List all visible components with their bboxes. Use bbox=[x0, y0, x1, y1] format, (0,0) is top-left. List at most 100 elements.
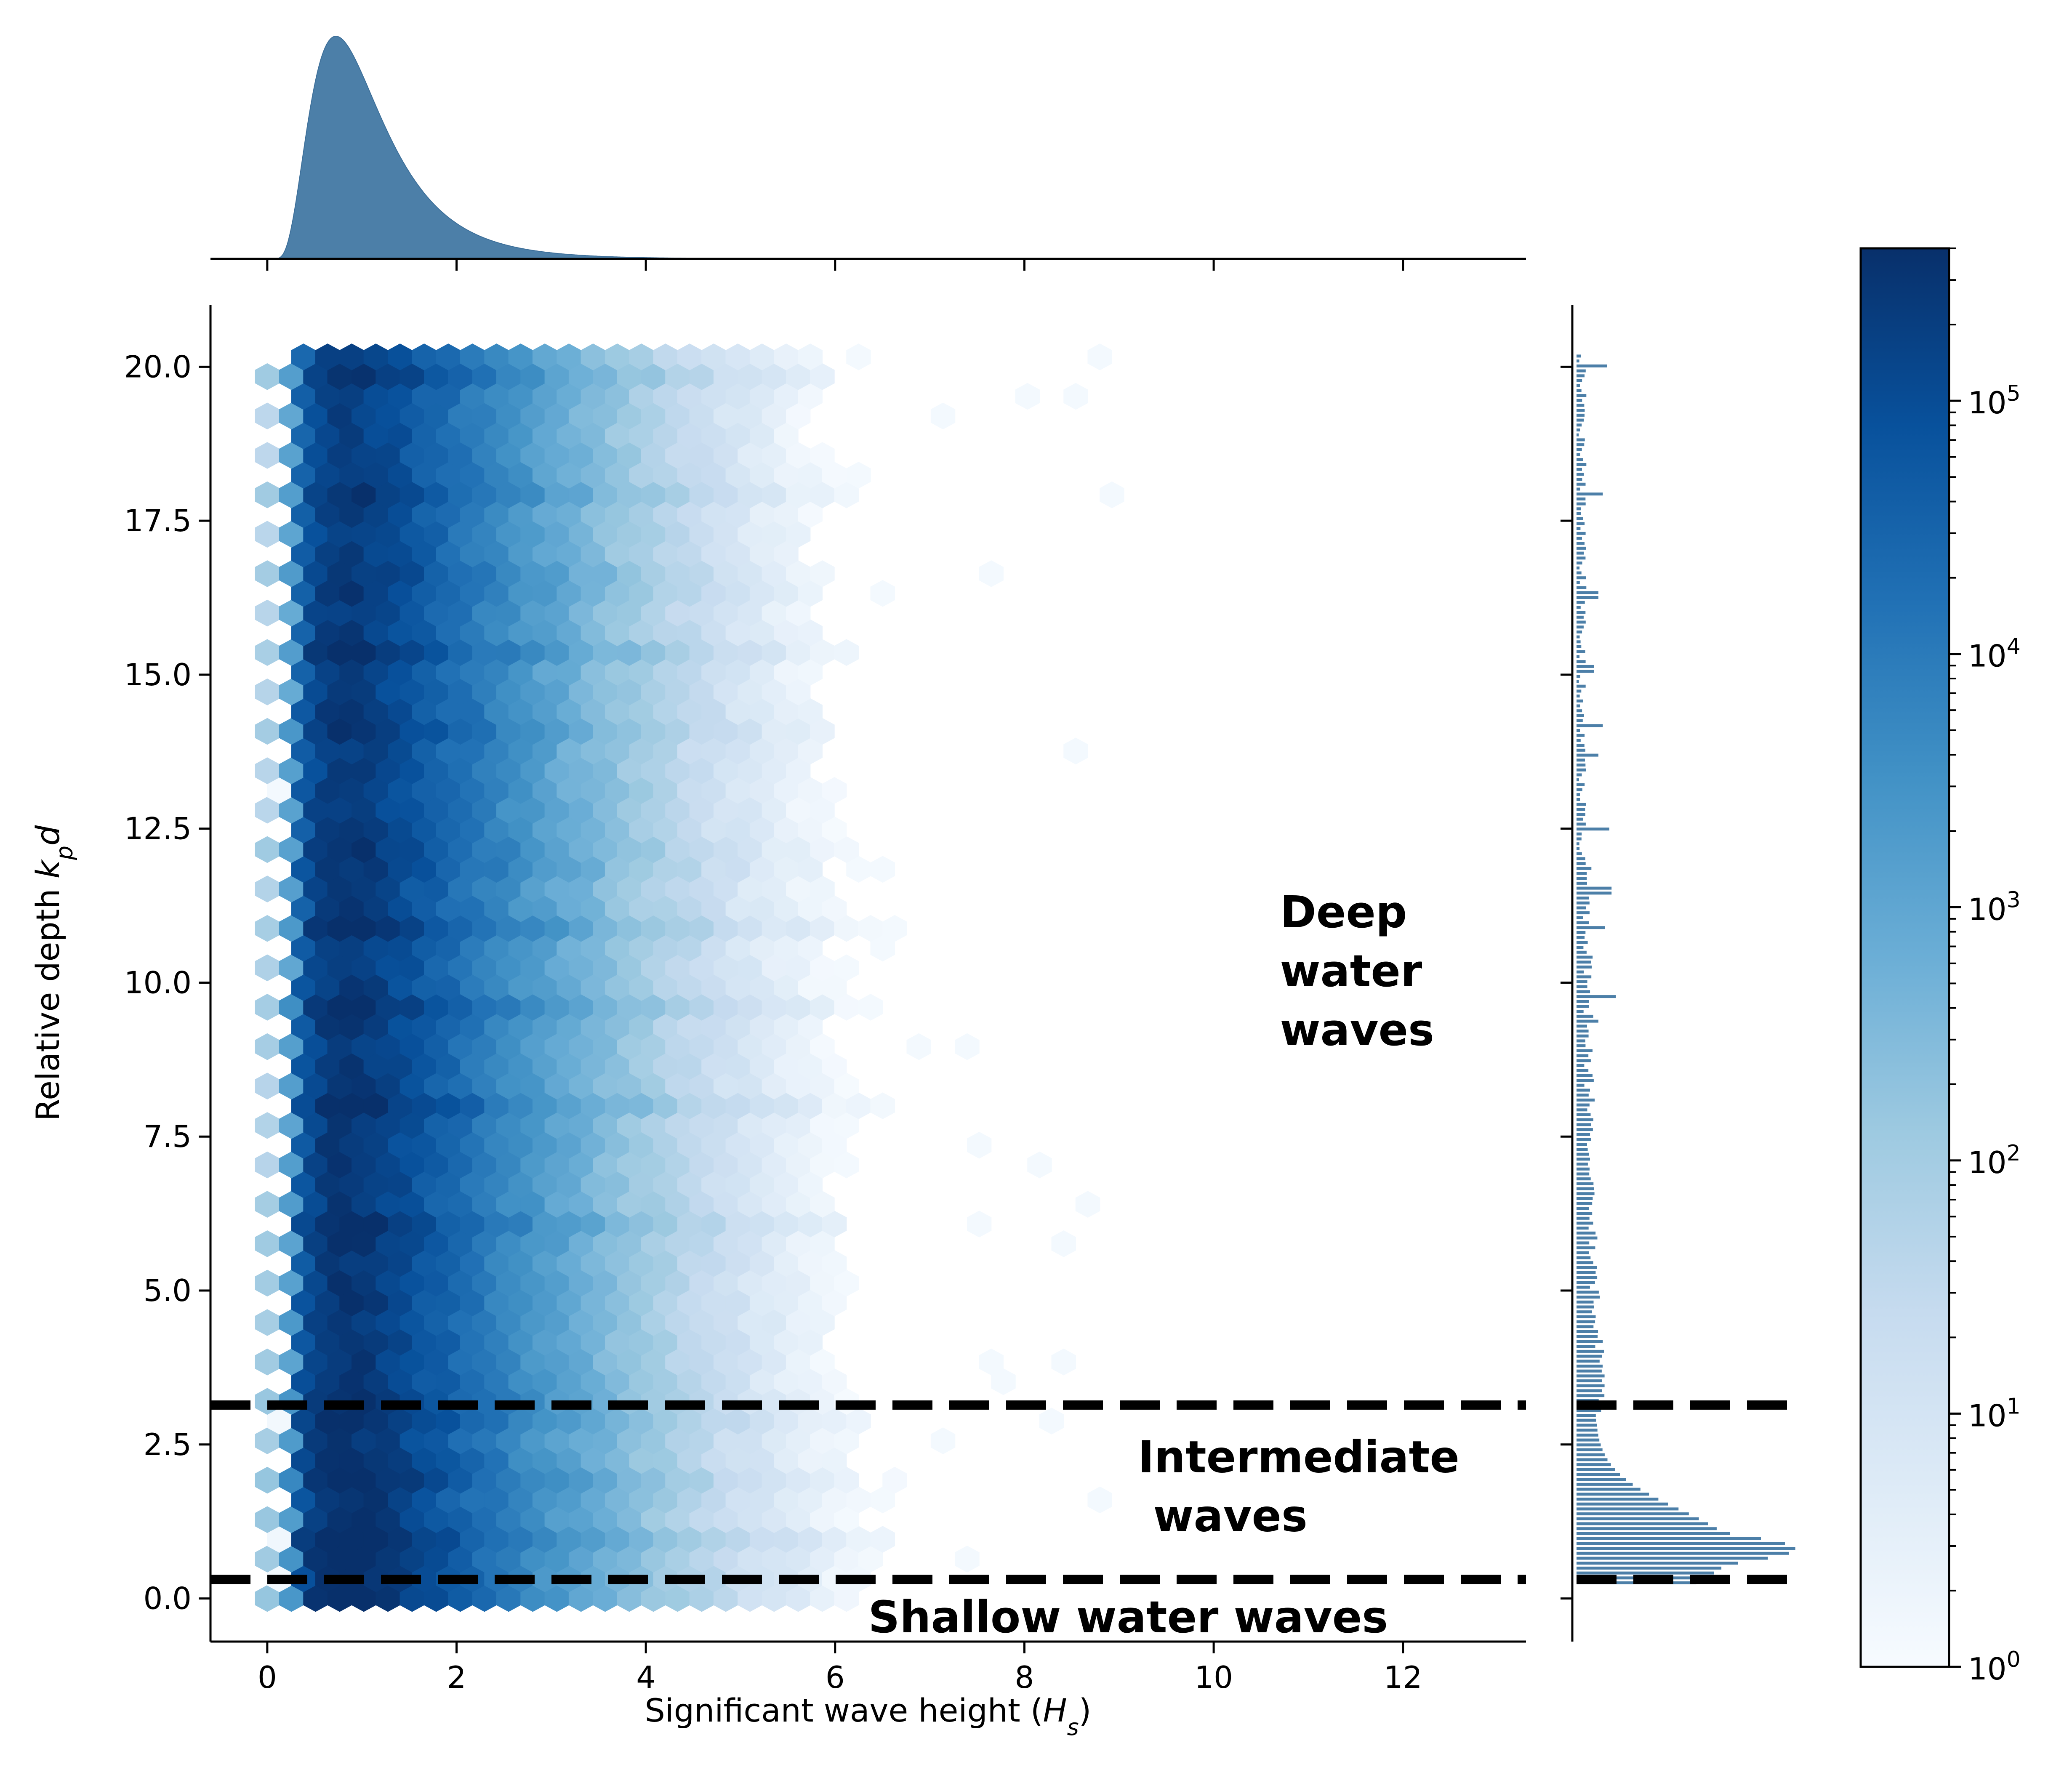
hexbin-cell bbox=[701, 777, 726, 804]
hexbin-cell bbox=[376, 1191, 400, 1218]
hexbin-cell bbox=[436, 737, 461, 765]
hexbin-cell bbox=[436, 343, 461, 370]
hexbin-cell bbox=[798, 619, 823, 647]
hexbin-cell bbox=[557, 1211, 581, 1237]
hexbin-cell bbox=[412, 580, 437, 607]
hexbin-cell bbox=[762, 1309, 786, 1336]
hexbin-cell bbox=[448, 915, 473, 942]
hexbin-cell bbox=[399, 836, 425, 863]
hexbin-cell bbox=[508, 383, 533, 410]
hexbin-cell bbox=[352, 639, 376, 666]
hexbin-cell bbox=[484, 1092, 509, 1119]
hexbin-cell bbox=[279, 994, 304, 1021]
right-histogram-bar bbox=[1577, 463, 1587, 466]
right-histogram-bar bbox=[1577, 591, 1598, 594]
hexbin-cell bbox=[786, 560, 811, 587]
colorbar-tick-base: 10 bbox=[1968, 892, 2007, 927]
hexbin-cell bbox=[352, 954, 376, 982]
hexbin-cell bbox=[363, 1447, 389, 1474]
hexbin-cell bbox=[581, 343, 606, 370]
hexbin-cell bbox=[436, 974, 461, 1001]
hexbin-cell bbox=[412, 856, 437, 883]
hexbin-cell bbox=[593, 481, 618, 508]
hexbin-cell bbox=[291, 1250, 316, 1277]
hexbin-cell bbox=[291, 580, 316, 607]
hexbin-cell bbox=[749, 462, 775, 489]
hexbin-cell bbox=[605, 1131, 630, 1159]
hexbin-cell bbox=[677, 974, 702, 1001]
hexbin-cell bbox=[460, 1486, 485, 1514]
right-histogram-bar bbox=[1577, 1291, 1599, 1294]
right-histogram-bar bbox=[1577, 764, 1586, 766]
hexbin-cell bbox=[713, 599, 738, 627]
hexbin-cell bbox=[653, 856, 678, 883]
hexbin-cell bbox=[436, 1368, 461, 1395]
right-histogram-bar bbox=[1577, 1010, 1584, 1013]
hexbin-cell bbox=[399, 599, 425, 627]
hexbin-cell bbox=[412, 1211, 437, 1237]
hexbin-cell bbox=[749, 580, 775, 607]
hexbin-cell bbox=[436, 1092, 461, 1119]
hexbin-cell bbox=[581, 1092, 606, 1119]
hexbin-cell bbox=[484, 462, 509, 489]
hexbin-cell bbox=[399, 994, 425, 1021]
right-histogram-bar bbox=[1577, 714, 1584, 717]
right-threshold-lines bbox=[1577, 1400, 1800, 1584]
colorbar-tick-base: 10 bbox=[1968, 1651, 2007, 1687]
hexbin-cell bbox=[593, 363, 618, 390]
right-histogram-bar bbox=[1577, 606, 1581, 609]
hexbin-cell bbox=[568, 836, 594, 863]
hexbin-cell bbox=[568, 639, 594, 666]
right-histogram-bar bbox=[1577, 995, 1616, 998]
hexbin-cell bbox=[762, 1348, 786, 1376]
hexbin-cell bbox=[315, 619, 340, 647]
hexbin-cell bbox=[399, 1072, 425, 1100]
hexbin-cell bbox=[255, 1230, 280, 1257]
hexbin-cell bbox=[484, 1289, 509, 1317]
hexbin-cell bbox=[399, 1466, 425, 1494]
hexbin-cell bbox=[629, 1447, 654, 1474]
hexbin-cell bbox=[617, 402, 642, 430]
hexbin-cell bbox=[424, 1427, 449, 1454]
right-histogram-bar bbox=[1577, 906, 1586, 910]
hexbin-cell bbox=[496, 1585, 521, 1612]
right-histogram-bar bbox=[1577, 1251, 1589, 1254]
hexbin-cell bbox=[532, 934, 557, 962]
hexbin-cell bbox=[810, 1348, 835, 1376]
hexbin-cell bbox=[436, 540, 461, 567]
hexbin-cell bbox=[315, 659, 340, 686]
right-histogram-bar bbox=[1577, 1118, 1593, 1121]
hexbin-cell bbox=[484, 777, 509, 804]
hexbin-cell bbox=[291, 1092, 316, 1119]
hexbin-cell bbox=[822, 1368, 847, 1395]
right-histogram-bar bbox=[1577, 921, 1589, 924]
hexbin-cell bbox=[496, 1506, 521, 1533]
hexbin-cell bbox=[653, 1289, 678, 1317]
hexbin-cell bbox=[798, 934, 823, 962]
hexbin-cell bbox=[689, 363, 714, 390]
right-histogram-bar bbox=[1577, 527, 1581, 530]
hexbin-cell bbox=[363, 1565, 389, 1592]
hexbin-cell bbox=[617, 876, 642, 902]
hexbin-cell bbox=[460, 895, 485, 922]
hexbin-cell bbox=[593, 915, 618, 942]
hexbin-cell bbox=[339, 383, 364, 410]
right-histogram-bar bbox=[1577, 542, 1585, 545]
hexbin-cell bbox=[472, 994, 497, 1021]
hexbin-cell bbox=[725, 462, 750, 489]
right-histogram-bar bbox=[1577, 399, 1582, 402]
hexbin-cell bbox=[376, 1546, 400, 1573]
hexbin-cell bbox=[279, 1072, 304, 1100]
hexbin-cell bbox=[388, 1171, 413, 1198]
right-histogram-bar bbox=[1577, 1256, 1591, 1259]
hexbin-cell bbox=[352, 1546, 376, 1573]
hexbin-cell bbox=[508, 422, 533, 449]
hexbin-cell bbox=[484, 422, 509, 449]
hexbin-cell bbox=[388, 1486, 413, 1514]
hexbin-cell bbox=[774, 343, 799, 370]
hexbin-cell bbox=[327, 1269, 352, 1297]
right-histogram-bar bbox=[1577, 1241, 1590, 1245]
right-histogram-bar bbox=[1577, 468, 1582, 471]
hexbin-cell bbox=[327, 718, 352, 745]
hexbin-cell bbox=[581, 895, 606, 922]
